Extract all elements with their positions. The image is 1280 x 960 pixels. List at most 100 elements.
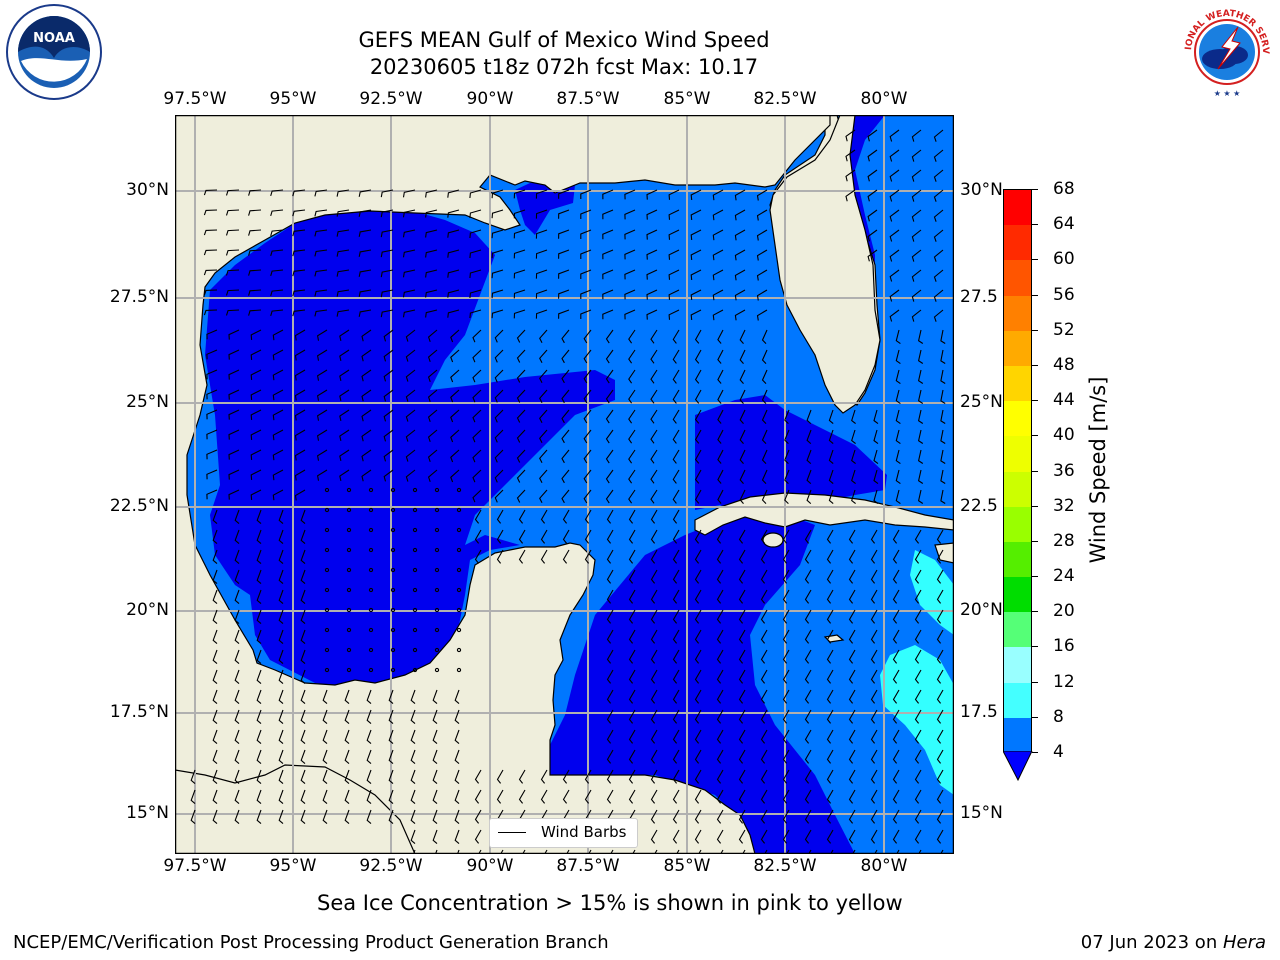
colorbar-tick-label: 32 — [1053, 495, 1075, 516]
wind-barb — [694, 389, 702, 404]
wind-barb — [339, 369, 350, 382]
wind-barb — [539, 469, 548, 483]
wind-barb — [234, 769, 240, 785]
wind-barb — [234, 709, 240, 725]
wind-barb — [256, 749, 262, 765]
wind-barb — [203, 189, 218, 196]
wind-barb — [760, 609, 768, 624]
wind-barb — [584, 509, 592, 524]
wind-barb — [366, 809, 372, 825]
wind-barb — [447, 209, 460, 218]
wind-barb — [256, 709, 262, 725]
wind-barb — [535, 249, 548, 259]
wind-barb — [491, 289, 504, 299]
wind-barb — [388, 809, 394, 825]
wind-barb — [516, 429, 526, 443]
wind-barb — [889, 289, 900, 302]
wind-barb — [628, 389, 636, 404]
wind-speed-map — [175, 115, 954, 854]
lat-label: 15°N — [126, 803, 169, 823]
wind-barb — [914, 709, 922, 724]
wind-barb — [917, 329, 924, 344]
wind-barb — [760, 529, 768, 544]
wind-barb — [513, 209, 526, 219]
wind-barb — [628, 769, 636, 784]
wind-barb — [782, 569, 790, 584]
colorbar-tick — [1032, 505, 1038, 507]
wind-barb — [383, 329, 394, 342]
wind-barb — [804, 669, 812, 684]
wind-barb — [806, 489, 812, 505]
wind-barb — [672, 429, 680, 444]
wind-barb — [314, 189, 328, 197]
wind-barb — [672, 329, 680, 344]
wind-barb — [828, 409, 834, 425]
colorbar-segment — [1004, 330, 1031, 367]
wind-barb — [225, 189, 240, 196]
wind-barb — [712, 209, 724, 221]
wind-barb — [292, 209, 306, 217]
wind-barb — [516, 329, 526, 343]
wind-barb — [412, 567, 418, 573]
wind-barb — [250, 489, 262, 500]
wind-barb — [583, 329, 592, 344]
wind-barb — [892, 689, 900, 704]
wind-barb — [228, 389, 240, 400]
wind-barb — [712, 309, 724, 321]
lon-label: 80°W — [860, 89, 908, 109]
wind-barb — [628, 729, 636, 744]
wind-barb — [383, 389, 394, 402]
wind-barb — [911, 149, 922, 162]
water-high-region-south — [880, 645, 954, 795]
wind-barb — [316, 409, 328, 421]
colorbar-tick — [1032, 470, 1038, 472]
wind-barb — [739, 489, 746, 504]
wind-barb — [358, 269, 372, 277]
wind-barb — [826, 749, 834, 764]
wind-barb — [272, 489, 284, 501]
wind-barb — [851, 489, 856, 505]
wind-barb — [672, 589, 680, 604]
wind-barb — [734, 309, 746, 321]
wind-barb — [739, 349, 746, 364]
wind-barb — [469, 289, 482, 299]
wind-barb — [206, 409, 218, 420]
grid — [175, 115, 954, 854]
wind-barb — [300, 809, 306, 825]
wind-barb — [324, 587, 330, 593]
wind-barb — [425, 249, 438, 258]
wind-barb — [540, 529, 548, 544]
wind-barb — [314, 309, 328, 317]
wind-barb — [672, 509, 680, 524]
wind-barb — [388, 789, 394, 805]
wind-barb — [190, 769, 196, 785]
wind-barb — [336, 229, 350, 237]
wind-barb — [826, 729, 834, 744]
wind-barb — [716, 829, 724, 844]
wind-barb — [716, 689, 724, 704]
wind-barb — [870, 789, 878, 804]
wind-barb — [672, 409, 680, 424]
wind-barb — [361, 369, 372, 382]
wind-barb — [940, 489, 946, 504]
footer-date: 07 Jun 2023 on Hera — [1081, 932, 1266, 953]
wind-barb — [628, 749, 636, 764]
wind-barb — [933, 129, 944, 142]
wind-barb — [936, 629, 944, 644]
wind-barb — [434, 587, 440, 593]
wind-barb — [540, 769, 548, 784]
wind-barb — [914, 629, 922, 644]
wind-barb — [892, 649, 900, 664]
wind-barb — [474, 829, 482, 844]
wind-barb — [434, 547, 440, 553]
wind-barb — [410, 829, 416, 845]
lat-label: 27.5 — [960, 287, 998, 307]
colorbar-tick-label: 28 — [1053, 530, 1075, 551]
wind-barb — [456, 587, 462, 593]
wind-barb — [454, 709, 460, 725]
colorbar-tick — [1032, 646, 1038, 648]
wind-barb — [848, 789, 856, 804]
wind-barb — [848, 589, 856, 604]
wind-barb — [826, 549, 834, 564]
wind-barb — [434, 527, 440, 533]
